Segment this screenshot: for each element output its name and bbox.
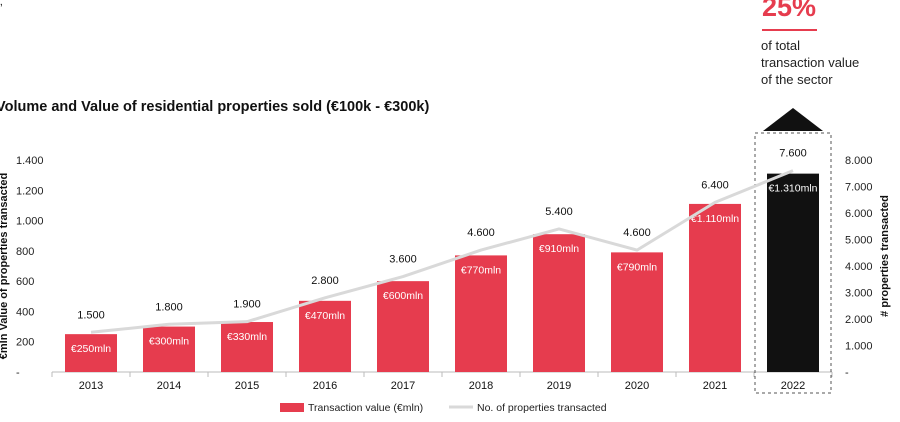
right-tick-label: 8.000 — [845, 155, 873, 167]
left-tick-label: 1.400 — [16, 155, 44, 167]
right-tick-label: 1.000 — [845, 341, 873, 353]
left-tick-label: 600 — [16, 276, 34, 288]
bar — [65, 334, 117, 372]
highlight-box — [754, 132, 832, 394]
bar-value-label: €910mln — [539, 243, 579, 255]
right-tick-label: 4.000 — [845, 261, 873, 273]
line-value-label: 4.600 — [467, 227, 495, 239]
x-tick-label: 2016 — [313, 380, 337, 392]
bar-value-label: €250mln — [71, 343, 111, 355]
x-tick-label: 2020 — [625, 380, 649, 392]
left-tick-label: - — [16, 367, 20, 379]
left-tick-label: 200 — [16, 337, 34, 349]
left-tick-label: 400 — [16, 306, 34, 318]
chart-title: Volume and Value of residential properti… — [0, 99, 430, 115]
line-value-label: 7.600 — [779, 148, 807, 160]
bar-value-label: €470mln — [305, 310, 345, 322]
legend-bar-swatch — [280, 403, 304, 412]
bar-value-label: €600mln — [383, 290, 423, 302]
bar — [689, 203, 741, 372]
x-tick-label: 2019 — [547, 380, 571, 392]
right-tick-label: 7.000 — [845, 182, 873, 194]
highlight-note: of total transaction value of the sector — [761, 37, 891, 88]
x-tick-label: 2014 — [157, 380, 181, 392]
bar — [767, 173, 819, 372]
right-tick-label: - — [845, 367, 849, 379]
right-axis-title: # properties transacted — [879, 195, 891, 317]
line-value-label: 2.800 — [311, 275, 339, 287]
x-tick-label: 2013 — [79, 380, 103, 392]
bar-value-label: €1.310mln — [768, 183, 817, 195]
bar — [611, 252, 663, 372]
x-tick-label: 2018 — [469, 380, 493, 392]
series-line — [90, 169, 794, 334]
bar — [299, 300, 351, 372]
legend-line-label: No. of properties transacted — [477, 402, 607, 414]
highlight-percent: 25% — [762, 0, 817, 22]
line-value-label: 1.800 — [155, 301, 183, 313]
line-value-label: 1.500 — [77, 309, 105, 321]
left-tick-label: 800 — [16, 246, 34, 258]
bar-value-label: €770mln — [461, 264, 501, 276]
bar — [221, 322, 273, 372]
bar-value-label: €1.110mln — [691, 213, 739, 225]
right-tick-label: 2.000 — [845, 314, 873, 326]
highlight-note-line: of the sector — [761, 72, 833, 87]
legend-bar-label: Transaction value (€mln) — [308, 402, 423, 414]
highlight-note-line: transaction value — [761, 55, 860, 70]
highlight-rule — [762, 29, 817, 31]
x-tick-label: 2015 — [235, 380, 259, 392]
line-value-label: 1.900 — [233, 299, 261, 311]
highlight-note-line: of total — [761, 38, 801, 53]
right-tick-label: 6.000 — [845, 208, 873, 220]
left-axis-title: €mln Value of properties transacted — [0, 173, 10, 359]
line-value-label: 4.600 — [623, 227, 651, 239]
line-value-label: 5.400 — [545, 206, 573, 218]
line-value-label: 6.400 — [701, 179, 729, 191]
left-tick-label: 1.000 — [16, 216, 44, 228]
bar-value-label: €330mln — [227, 331, 267, 343]
bar — [455, 255, 507, 372]
cropped-glyph: ‚ — [0, 0, 3, 8]
x-tick-label: 2017 — [391, 380, 415, 392]
bar — [143, 326, 195, 372]
x-tick-label: 2021 — [703, 380, 727, 392]
right-tick-label: 5.000 — [845, 235, 873, 247]
bar — [377, 281, 429, 372]
bar-value-label: €790mln — [617, 261, 657, 273]
bar-value-label: €300mln — [149, 336, 189, 348]
right-tick-label: 3.000 — [845, 288, 873, 300]
left-tick-label: 1.200 — [16, 185, 44, 197]
bar — [533, 234, 585, 372]
x-tick-label: 2022 — [781, 380, 805, 392]
highlight-arrow — [763, 108, 823, 131]
line-value-label: 3.600 — [389, 254, 417, 266]
